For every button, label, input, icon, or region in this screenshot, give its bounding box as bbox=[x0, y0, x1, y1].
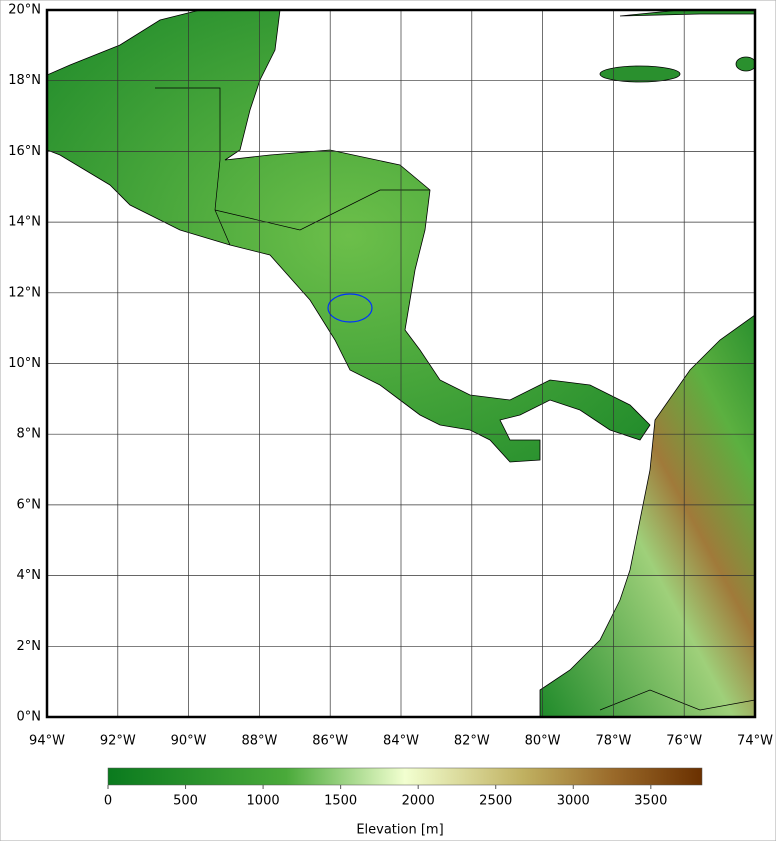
colorbar-tick-label: 3500 bbox=[634, 794, 667, 809]
y-tick-label: 20°N bbox=[8, 3, 41, 18]
map-frame bbox=[45, 8, 757, 719]
colorbar-tick-label: 2500 bbox=[479, 794, 512, 809]
x-tick-label: 92°W bbox=[100, 734, 136, 749]
colorbar-tick-label: 1000 bbox=[247, 794, 280, 809]
colorbar-tick-label: 1500 bbox=[324, 794, 357, 809]
hispaniola bbox=[735, 56, 755, 72]
x-tick-label: 86°W bbox=[312, 734, 348, 749]
colorbar-tick-label: 2000 bbox=[402, 794, 435, 809]
x-tick-label: 78°W bbox=[595, 734, 631, 749]
x-tick-label: 76°W bbox=[666, 734, 702, 749]
y-tick-label: 6°N bbox=[17, 497, 42, 512]
x-tick-label: 80°W bbox=[525, 734, 561, 749]
colorbar-tick-label: 500 bbox=[173, 794, 198, 809]
x-tick-label: 94°W bbox=[29, 734, 65, 749]
y-tick-label: 4°N bbox=[17, 568, 42, 583]
central-america bbox=[47, 10, 651, 463]
x-tick-label: 88°W bbox=[241, 734, 277, 749]
jamaica bbox=[599, 65, 681, 83]
border bbox=[599, 689, 755, 711]
x-tick-label: 90°W bbox=[171, 734, 207, 749]
y-tick-label: 16°N bbox=[8, 144, 41, 159]
x-tick-label: 84°W bbox=[383, 734, 419, 749]
colorbar-tick-label: 3000 bbox=[557, 794, 590, 809]
y-tick-label: 8°N bbox=[17, 427, 42, 442]
lake-nicaragua bbox=[327, 293, 373, 323]
x-tick-label: 74°W bbox=[737, 734, 773, 749]
y-tick-label: 10°N bbox=[8, 356, 41, 371]
y-tick-label: 18°N bbox=[8, 73, 41, 88]
south-america bbox=[539, 314, 755, 717]
colorbar bbox=[107, 767, 703, 786]
y-tick-label: 12°N bbox=[8, 285, 41, 300]
border bbox=[155, 87, 231, 246]
y-tick-label: 0°N bbox=[17, 710, 42, 725]
land bbox=[47, 10, 755, 717]
colorbar-tick-label: 0 bbox=[104, 794, 112, 809]
x-tick-label: 82°W bbox=[454, 734, 490, 749]
colorbar-label: Elevation [m] bbox=[356, 823, 443, 838]
y-tick-label: 2°N bbox=[17, 639, 42, 654]
y-tick-label: 14°N bbox=[8, 215, 41, 230]
